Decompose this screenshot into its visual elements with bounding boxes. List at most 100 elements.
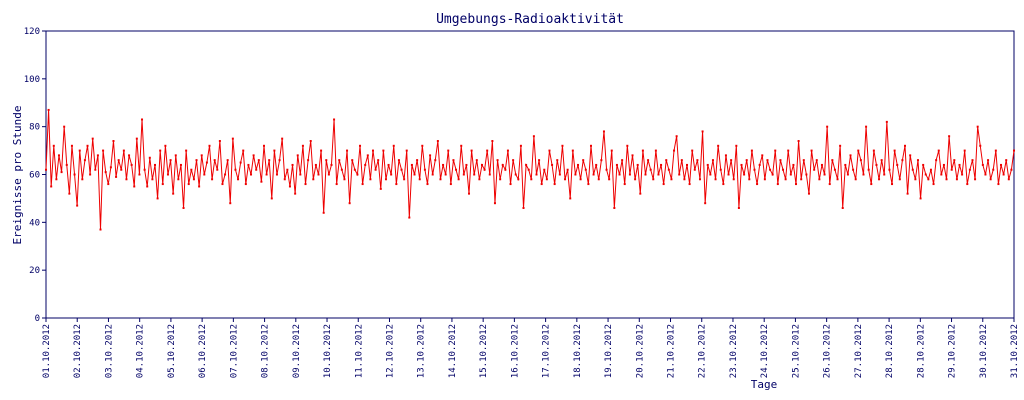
data-point — [805, 173, 808, 176]
data-point — [455, 168, 458, 171]
data-point — [480, 163, 483, 166]
data-point — [125, 178, 128, 181]
data-point — [592, 173, 595, 176]
data-point — [595, 163, 598, 166]
data-point — [392, 144, 395, 147]
data-point — [670, 178, 673, 181]
data-point — [862, 173, 865, 176]
data-point — [584, 168, 587, 171]
data-point — [330, 163, 333, 166]
data-point — [465, 163, 468, 166]
data-point — [86, 144, 89, 147]
data-point — [994, 149, 997, 152]
data-point — [185, 149, 188, 152]
data-point — [499, 178, 502, 181]
data-point — [662, 183, 665, 186]
data-point — [597, 178, 600, 181]
data-point — [623, 183, 626, 186]
data-point — [522, 206, 525, 209]
data-point — [426, 183, 429, 186]
data-point — [966, 183, 969, 186]
data-point — [686, 163, 689, 166]
data-point — [815, 159, 818, 162]
data-point — [587, 183, 590, 186]
data-point — [914, 178, 917, 181]
data-point — [940, 173, 943, 176]
x-tick-label: 23.10.2012 — [729, 324, 739, 378]
data-point — [68, 192, 71, 195]
data-point — [968, 168, 971, 171]
x-tick-label: 22.10.2012 — [698, 324, 708, 378]
data-point — [218, 140, 221, 143]
data-point — [115, 175, 118, 178]
data-point — [709, 173, 712, 176]
data-point — [164, 144, 167, 147]
data-point — [257, 159, 260, 162]
data-point — [545, 178, 548, 181]
x-tick-label: 19.10.2012 — [604, 324, 614, 378]
data-point — [761, 154, 764, 157]
data-point — [564, 178, 567, 181]
data-point — [262, 144, 265, 147]
data-point — [377, 159, 380, 162]
data-point — [382, 149, 385, 152]
data-point — [800, 178, 803, 181]
data-point — [198, 185, 201, 188]
data-point — [242, 149, 245, 152]
data-point — [628, 173, 631, 176]
data-point — [442, 163, 445, 166]
data-point — [265, 173, 268, 176]
data-point — [283, 178, 286, 181]
data-point — [1013, 149, 1015, 152]
data-point — [338, 159, 341, 162]
data-point — [981, 163, 984, 166]
data-point — [561, 144, 564, 147]
data-point — [865, 125, 868, 128]
data-point — [989, 178, 992, 181]
data-point — [211, 178, 214, 181]
x-tick-label: 08.10.2012 — [261, 324, 271, 378]
data-point — [457, 178, 460, 181]
data-point — [849, 154, 852, 157]
data-point — [621, 159, 624, 162]
x-tick-label: 16.10.2012 — [510, 324, 520, 378]
data-point — [782, 168, 785, 171]
data-point — [301, 144, 304, 147]
data-point — [693, 168, 696, 171]
data-point — [275, 173, 278, 176]
data-point — [888, 168, 891, 171]
data-point — [813, 168, 816, 171]
data-point — [361, 183, 364, 186]
data-point — [833, 168, 836, 171]
data-point — [63, 125, 66, 128]
data-point — [615, 163, 618, 166]
data-point — [680, 159, 683, 162]
data-point — [81, 178, 84, 181]
data-point — [351, 159, 354, 162]
data-point — [792, 163, 795, 166]
data-point — [141, 118, 144, 121]
data-point — [483, 168, 486, 171]
x-tick-label: 20.10.2012 — [635, 324, 645, 378]
data-point — [130, 163, 133, 166]
data-point — [83, 159, 86, 162]
data-point — [942, 163, 945, 166]
data-point — [569, 197, 572, 200]
data-point — [740, 163, 743, 166]
data-point — [371, 149, 374, 152]
data-point — [239, 161, 242, 164]
data-point — [530, 178, 533, 181]
data-point — [117, 159, 120, 162]
data-point — [429, 154, 432, 157]
data-point — [94, 168, 97, 171]
data-point — [379, 187, 382, 190]
y-tick-label: 0 — [35, 314, 40, 324]
data-point — [797, 140, 800, 143]
data-point — [727, 173, 730, 176]
data-point — [488, 173, 491, 176]
data-point — [756, 183, 759, 186]
y-tick-label: 20 — [29, 266, 40, 276]
data-point — [717, 144, 720, 147]
data-point — [919, 197, 922, 200]
data-point — [724, 154, 727, 157]
